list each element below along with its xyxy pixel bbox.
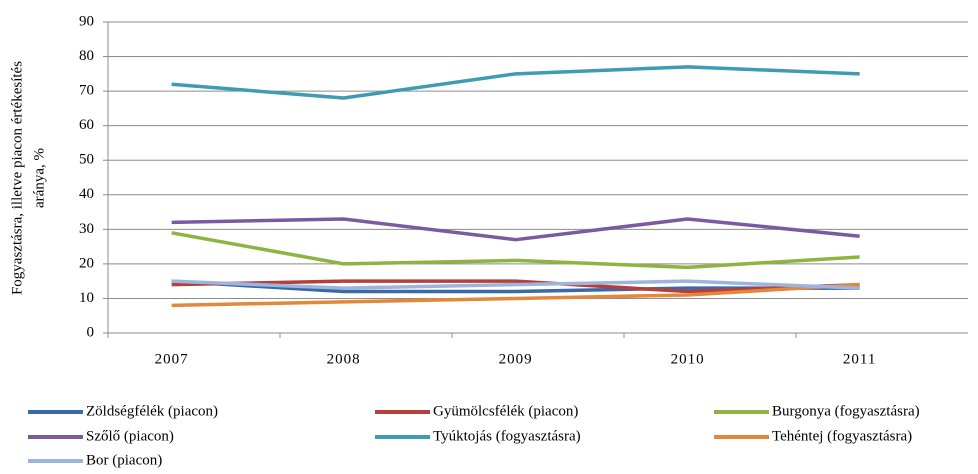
y-tick-label: 40 — [79, 186, 94, 202]
y-tick-label: 20 — [79, 255, 94, 271]
legend-label: Zöldségfélék (piacon) — [86, 403, 218, 419]
y-tick-label: 70 — [79, 83, 94, 99]
legend-label: Tehéntej (fogyasztásra) — [772, 428, 912, 444]
x-tick-label: 2010 — [671, 351, 705, 367]
legend-label: Burgonya (fogyasztásra) — [772, 403, 920, 419]
series-line — [171, 279, 860, 294]
y-tick-label: 90 — [79, 13, 94, 29]
x-tick-label: 2011 — [843, 351, 876, 367]
y-tick-label: 80 — [79, 48, 94, 64]
series-line — [171, 279, 860, 290]
x-tick-label: 2008 — [327, 351, 361, 367]
y-tick-label: 10 — [79, 290, 94, 306]
y-tick-label: 60 — [79, 117, 94, 133]
y-axis-label: aránya, % — [31, 148, 47, 208]
legend-label: Szőlő (piacon) — [86, 428, 174, 444]
legend-label: Bor (piacon) — [86, 452, 162, 468]
y-axis-label: Fogyasztásra, illetve piacon értékesítés — [9, 61, 25, 295]
y-tick-label: 50 — [79, 152, 94, 168]
y-tick-label: 30 — [79, 221, 94, 237]
series-line — [171, 231, 860, 270]
x-tick-label: 2007 — [155, 351, 189, 367]
y-tick-label: 0 — [87, 324, 95, 340]
series-line — [171, 282, 860, 308]
legend-label: Tyúktojás (fogyasztásra) — [433, 428, 581, 444]
series-line — [171, 65, 860, 100]
series-line — [171, 217, 860, 242]
x-tick-label: 2009 — [499, 351, 533, 367]
legend-label: Gyümölcsfélék (piacon) — [433, 403, 578, 419]
